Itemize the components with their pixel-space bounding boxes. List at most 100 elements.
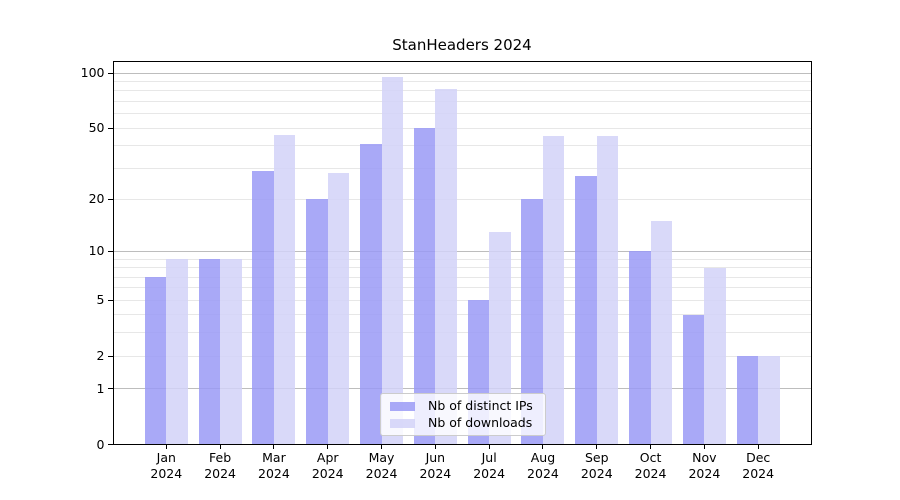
bar-downloads bbox=[381, 77, 404, 445]
x-tick-label: May 2024 bbox=[354, 450, 410, 482]
x-tick bbox=[165, 444, 167, 449]
gridline-minor bbox=[112, 355, 812, 357]
x-tick-year: 2024 bbox=[419, 466, 452, 481]
bar-distinct-ips bbox=[521, 199, 543, 445]
x-tick-year: 2024 bbox=[311, 466, 344, 481]
x-tick-year: 2024 bbox=[204, 466, 237, 481]
x-tick-label: Jul 2024 bbox=[461, 450, 517, 482]
x-tick bbox=[327, 444, 329, 449]
legend-swatch-distinct-ips bbox=[390, 401, 415, 411]
x-tick-label: Mar 2024 bbox=[246, 450, 302, 482]
y-tick bbox=[108, 355, 113, 357]
x-tick bbox=[219, 444, 221, 449]
bar-downloads bbox=[704, 267, 726, 445]
y-tick-label: 100 bbox=[80, 65, 105, 80]
gridline-minor bbox=[112, 80, 812, 82]
x-tick-month: Aug bbox=[530, 450, 556, 465]
bar-distinct-ips bbox=[575, 176, 597, 445]
bar-downloads bbox=[596, 136, 619, 445]
x-tick bbox=[703, 444, 705, 449]
x-tick-year: 2024 bbox=[688, 466, 721, 481]
x-tick-year: 2024 bbox=[258, 466, 290, 481]
y-tick-label: 20 bbox=[88, 191, 105, 207]
legend: Nb of distinct IPs Nb of downloads bbox=[380, 393, 546, 436]
x-tick-month: Dec bbox=[746, 450, 771, 465]
x-tick-month: Jun bbox=[425, 450, 446, 465]
gridline-minor bbox=[112, 332, 812, 334]
x-tick-label: Nov 2024 bbox=[676, 450, 732, 482]
x-tick-year: 2024 bbox=[634, 466, 667, 481]
x-tick-label: Dec 2024 bbox=[730, 450, 786, 482]
gridline-minor bbox=[112, 113, 812, 115]
bar-downloads bbox=[220, 259, 242, 445]
x-tick bbox=[273, 444, 275, 449]
y-tick bbox=[108, 72, 113, 74]
x-tick-month: Sep bbox=[584, 450, 609, 465]
y-tick bbox=[108, 444, 113, 445]
y-tick-label: 1 bbox=[96, 380, 105, 396]
x-tick-label: Oct 2024 bbox=[623, 450, 679, 482]
y-tick bbox=[108, 299, 113, 301]
legend-entry-distinct-ips: Nb of distinct IPs bbox=[390, 399, 536, 413]
x-tick-label: Aug 2024 bbox=[515, 450, 571, 482]
y-tick bbox=[108, 198, 113, 200]
y-tick-label: 10 bbox=[88, 243, 105, 259]
bar-downloads bbox=[273, 134, 296, 445]
legend-label-distinct-ips: Nb of distinct IPs bbox=[428, 398, 533, 413]
x-tick-year: 2024 bbox=[742, 466, 775, 481]
gridline-major bbox=[112, 250, 812, 252]
x-tick bbox=[381, 444, 383, 449]
bar-distinct-ips bbox=[144, 277, 167, 445]
y-tick-label: 5 bbox=[96, 292, 105, 308]
y-tick bbox=[108, 388, 113, 390]
bar-distinct-ips bbox=[413, 128, 436, 445]
bar-downloads bbox=[166, 259, 188, 445]
x-tick-year: 2024 bbox=[150, 466, 183, 481]
x-tick-label: Apr 2024 bbox=[300, 450, 356, 482]
bar-downloads bbox=[327, 173, 350, 445]
bar-downloads bbox=[650, 221, 673, 445]
gridline-minor bbox=[112, 267, 812, 269]
x-tick-label: Jun 2024 bbox=[407, 450, 463, 482]
x-tick-month: Jul bbox=[481, 450, 497, 465]
bar-distinct-ips bbox=[252, 170, 274, 445]
gridline-minor bbox=[112, 287, 812, 289]
x-tick-label: Sep 2024 bbox=[569, 450, 625, 482]
x-tick bbox=[650, 444, 652, 449]
gridline-minor bbox=[112, 145, 812, 147]
bar-distinct-ips bbox=[736, 356, 759, 445]
legend-swatch-downloads bbox=[390, 418, 415, 428]
y-tick bbox=[108, 250, 113, 252]
bar-distinct-ips bbox=[682, 314, 705, 445]
bar-downloads bbox=[435, 88, 457, 445]
bar-distinct-ips bbox=[306, 199, 328, 445]
x-tick bbox=[757, 444, 759, 449]
x-tick-month: Feb bbox=[209, 450, 232, 465]
gridline-minor bbox=[112, 100, 812, 102]
gridline-minor bbox=[112, 276, 812, 278]
x-tick-year: 2024 bbox=[580, 466, 613, 481]
gridline-major bbox=[112, 388, 812, 390]
bar-downloads bbox=[542, 136, 565, 445]
x-tick bbox=[596, 444, 598, 449]
gridline-minor bbox=[112, 198, 812, 200]
x-tick-label: Feb 2024 bbox=[192, 450, 248, 482]
bar-downloads bbox=[758, 356, 780, 445]
x-tick-month: Oct bbox=[639, 450, 662, 465]
chart-title: StanHeaders 2024 bbox=[392, 36, 532, 54]
x-tick-month: May bbox=[368, 450, 395, 465]
gridline-major bbox=[112, 72, 812, 74]
y-tick-label: 2 bbox=[96, 348, 105, 364]
y-tick bbox=[108, 127, 113, 129]
bar-downloads bbox=[489, 232, 511, 445]
bar-distinct-ips bbox=[360, 143, 382, 445]
gridline-minor bbox=[112, 258, 812, 260]
gridline-minor bbox=[112, 90, 812, 92]
x-tick-year: 2024 bbox=[527, 466, 559, 481]
x-tick-year: 2024 bbox=[365, 466, 398, 481]
x-tick-label: Jan 2024 bbox=[138, 450, 194, 482]
x-tick-month: Apr bbox=[316, 450, 339, 465]
x-tick bbox=[488, 444, 490, 449]
x-tick-month: Mar bbox=[262, 450, 286, 465]
